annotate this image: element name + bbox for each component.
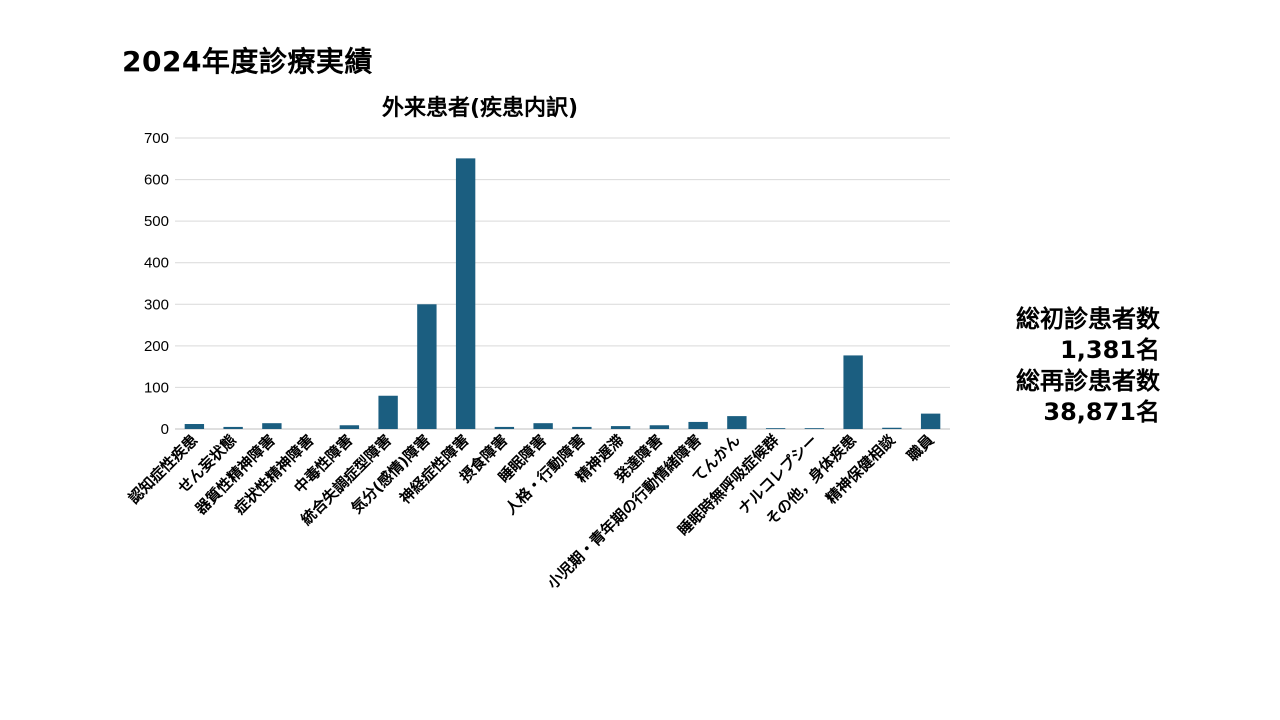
y-tick-label: 100 [144,379,169,396]
bar [649,425,670,429]
chart-title: 外来患者(疾患内訳) [381,96,579,121]
bar [920,413,941,429]
bar [765,428,786,429]
bar [184,424,205,429]
y-tick-label: 0 [161,421,169,438]
y-tick-label: 500 [144,213,169,230]
y-tick-label: 400 [144,255,169,272]
x-category-label: 職員 [904,431,938,465]
y-tick-label: 200 [144,338,169,355]
bar [455,158,476,429]
bar [804,428,825,429]
initial-patients-value: 1,381名 [1060,336,1160,364]
bar [572,426,592,429]
bar [610,426,631,429]
bar [262,423,282,429]
bar [533,423,553,429]
return-patients-value: 38,871名 [1043,398,1160,426]
y-tick-label: 600 [144,172,169,189]
bar [339,425,360,429]
gridlines [175,137,950,430]
return-patients-label: 総再診患者数 [1016,367,1160,395]
patient-stats: 総初診患者数 1,381名 総再診患者数 38,871名 [900,304,1160,428]
bar [843,355,863,429]
bar [223,426,243,429]
bar [882,427,902,429]
bar [727,416,747,429]
bar [494,426,515,429]
x-axis-categories: 認知症性疾患せん妄状態器質性精神障害症状性精神障害中毒性障害統合失調症型障害気分… [125,430,938,592]
bar [417,304,437,429]
initial-patients-label: 総初診患者数 [1016,305,1160,333]
y-tick-label: 300 [144,296,169,313]
page-title: 2024年度診療実績 [122,45,373,78]
bar [378,395,398,429]
bar [688,421,708,429]
y-axis-ticks: 0 100 200 300 400 500 600 700 [144,130,169,438]
y-tick-label: 700 [144,130,169,147]
bars [184,158,941,429]
